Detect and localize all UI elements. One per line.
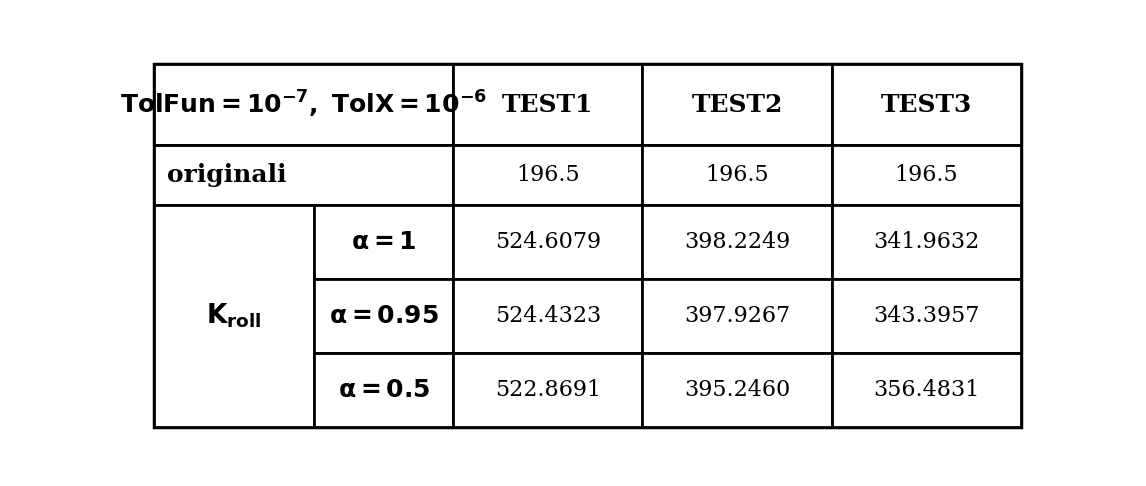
Bar: [643, 145, 832, 205]
Bar: [643, 279, 832, 353]
Text: 196.5: 196.5: [894, 164, 958, 186]
Bar: [643, 205, 832, 279]
Text: 395.2460: 395.2460: [684, 379, 790, 401]
Bar: [454, 64, 643, 145]
Bar: [454, 205, 643, 279]
Bar: [832, 205, 1021, 279]
Text: $\mathbf{K_{roll}}$: $\mathbf{K_{roll}}$: [206, 302, 262, 330]
Text: 343.3957: 343.3957: [873, 305, 980, 327]
Text: 398.2249: 398.2249: [684, 231, 790, 253]
Bar: [832, 145, 1021, 205]
Bar: [154, 145, 454, 205]
Text: $\mathbf{\alpha = 0.95}$: $\mathbf{\alpha = 0.95}$: [329, 304, 439, 328]
Bar: [832, 353, 1021, 427]
Bar: [454, 145, 643, 205]
Bar: [454, 279, 643, 353]
Bar: [154, 205, 314, 427]
Text: 196.5: 196.5: [516, 164, 580, 186]
Text: 397.9267: 397.9267: [684, 305, 790, 327]
Bar: [643, 64, 832, 145]
Text: 522.8691: 522.8691: [495, 379, 601, 401]
Text: 341.9632: 341.9632: [873, 231, 980, 253]
Text: TEST2: TEST2: [691, 93, 783, 117]
Text: $\mathbf{\alpha = 0.5}$: $\mathbf{\alpha = 0.5}$: [338, 378, 430, 402]
Bar: [643, 353, 832, 427]
Bar: [154, 64, 454, 145]
Bar: [314, 353, 454, 427]
Bar: [314, 205, 454, 279]
Text: TEST3: TEST3: [880, 93, 972, 117]
Text: 524.4323: 524.4323: [495, 305, 601, 327]
Text: 524.6079: 524.6079: [495, 231, 601, 253]
Text: $\mathbf{\alpha = 1}$: $\mathbf{\alpha = 1}$: [351, 230, 417, 254]
Text: $\mathbf{TolFun=10^{-7},\ TolX=10^{-6}}$: $\mathbf{TolFun=10^{-7},\ TolX=10^{-6}}$: [120, 89, 487, 121]
Text: 196.5: 196.5: [705, 164, 769, 186]
Bar: [314, 279, 454, 353]
Bar: [832, 64, 1021, 145]
Text: originali: originali: [167, 163, 286, 187]
Text: TEST1: TEST1: [502, 93, 594, 117]
Text: 356.4831: 356.4831: [873, 379, 980, 401]
Bar: [454, 353, 643, 427]
Bar: [832, 279, 1021, 353]
